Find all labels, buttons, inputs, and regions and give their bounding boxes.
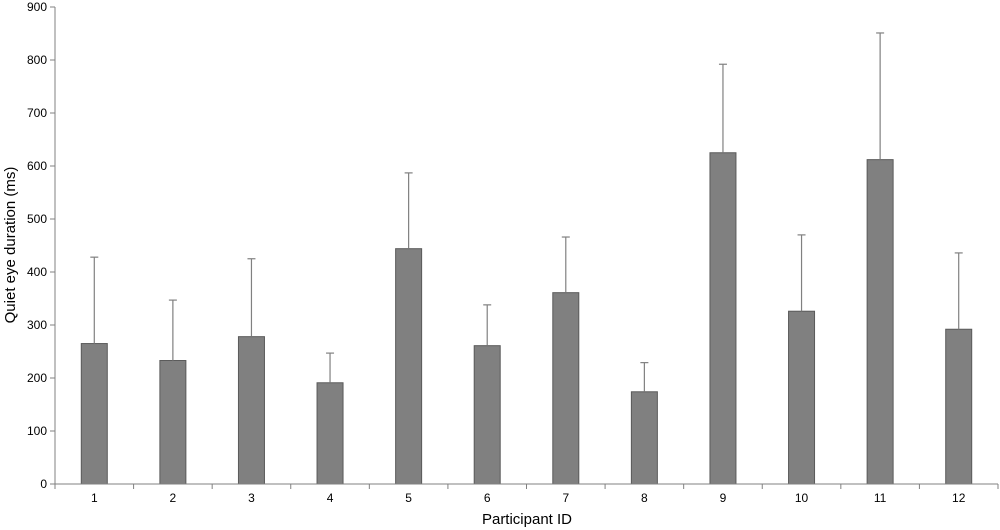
y-tick-label: 800 — [27, 53, 47, 67]
axes-layer — [50, 6, 999, 489]
y-tick-label: 100 — [27, 424, 47, 438]
bar-participant-6 — [473, 345, 501, 485]
bar-participant-12 — [945, 328, 973, 485]
bar-participant-3 — [237, 336, 265, 485]
bar-participant-2 — [159, 360, 187, 485]
x-tick-label: 5 — [405, 491, 412, 505]
y-tick-label: 400 — [27, 265, 47, 279]
y-tick-label: 600 — [27, 159, 47, 173]
bar-participant-4 — [316, 382, 344, 485]
bar-participant-7 — [552, 292, 580, 485]
x-axis-title: Participant ID — [482, 511, 572, 528]
bar-participant-5 — [395, 248, 423, 485]
y-tick-label: 900 — [27, 0, 47, 14]
x-tick-label: 1 — [91, 491, 98, 505]
x-tick-label: 7 — [562, 491, 569, 505]
x-tick-label: 12 — [952, 491, 966, 505]
bar-participant-9 — [709, 152, 737, 485]
y-tick-label: 300 — [27, 318, 47, 332]
bar-participant-8 — [630, 391, 658, 485]
x-tick-label: 8 — [641, 491, 648, 505]
y-tick-label: 0 — [40, 477, 47, 491]
bars-layer — [80, 152, 973, 485]
y-tick-label: 500 — [27, 212, 47, 226]
bar-participant-10 — [788, 310, 816, 485]
y-axis-title: Quiet eye duration (ms) — [2, 167, 19, 324]
x-tick-label: 10 — [795, 491, 809, 505]
x-tick-label: 2 — [170, 491, 177, 505]
x-tick-label: 9 — [720, 491, 727, 505]
tick-labels-layer: 1 2 3 4 5 6 7 8 9 10 11 120100200300400500600700800… — [27, 0, 966, 505]
x-tick-label: 3 — [248, 491, 255, 505]
bar-participant-1 — [80, 343, 108, 485]
x-tick-label: 11 — [874, 491, 887, 505]
y-tick-label: 700 — [27, 106, 47, 120]
error-bars-layer — [90, 32, 963, 392]
x-tick-label: 4 — [327, 491, 334, 505]
x-tick-label: 6 — [484, 491, 491, 505]
bar-participant-11 — [866, 159, 894, 485]
y-tick-label: 200 — [27, 371, 47, 385]
